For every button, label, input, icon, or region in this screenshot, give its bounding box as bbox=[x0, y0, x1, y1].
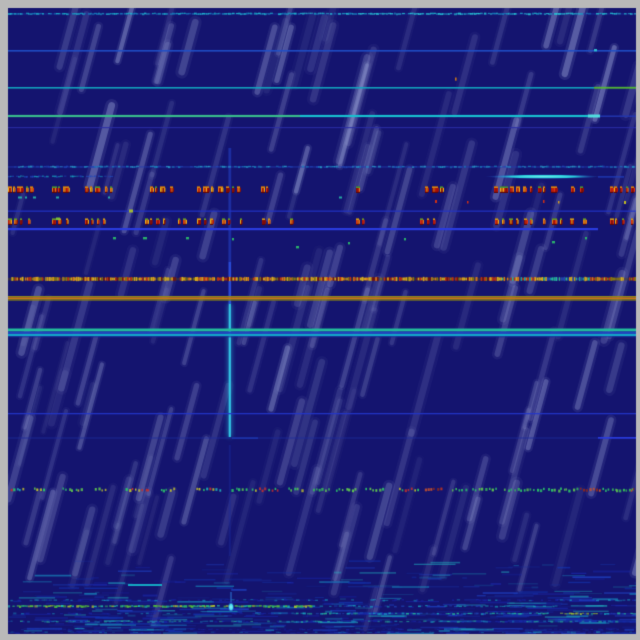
screenshot-root bbox=[0, 0, 640, 640]
spectrogram-canvas bbox=[0, 0, 640, 640]
